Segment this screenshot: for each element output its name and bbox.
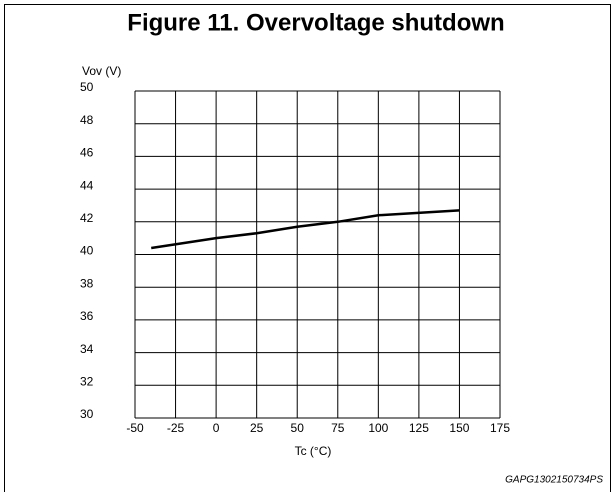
y-tick-label: 38	[80, 276, 94, 290]
x-tick-label: 150	[449, 421, 469, 435]
x-tick-label: 25	[250, 421, 264, 435]
data-line	[151, 209, 460, 250]
y-axis-label: Vov (V)	[82, 64, 121, 78]
x-tick-label: -50	[126, 421, 144, 435]
chart-title: Figure 11. Overvoltage shutdown	[127, 9, 504, 36]
y-tick-label: 36	[80, 309, 94, 323]
x-tick-label: 75	[331, 421, 345, 435]
y-tick-label: 40	[80, 244, 94, 258]
figure-code: GAPG1302150734PS	[505, 475, 603, 486]
y-tick-label: 34	[80, 342, 94, 356]
frame	[4, 4, 611, 492]
y-tick-label: 48	[80, 113, 94, 127]
y-tick-label: 42	[80, 211, 94, 225]
y-tick-label: 44	[80, 178, 94, 192]
y-tick-label: 30	[80, 407, 94, 421]
x-tick-label: 0	[213, 421, 220, 435]
y-tick-label: 32	[80, 374, 94, 388]
y-tick-label: 50	[80, 80, 94, 94]
x-tick-label: 50	[291, 421, 305, 435]
x-tick-label: 100	[368, 421, 388, 435]
x-tick-label: 125	[409, 421, 429, 435]
x-axis-label: Tc (°C)	[295, 444, 332, 458]
y-tick-label: 46	[80, 146, 94, 160]
x-tick-label: 175	[490, 421, 510, 435]
x-tick-label: -25	[167, 421, 185, 435]
